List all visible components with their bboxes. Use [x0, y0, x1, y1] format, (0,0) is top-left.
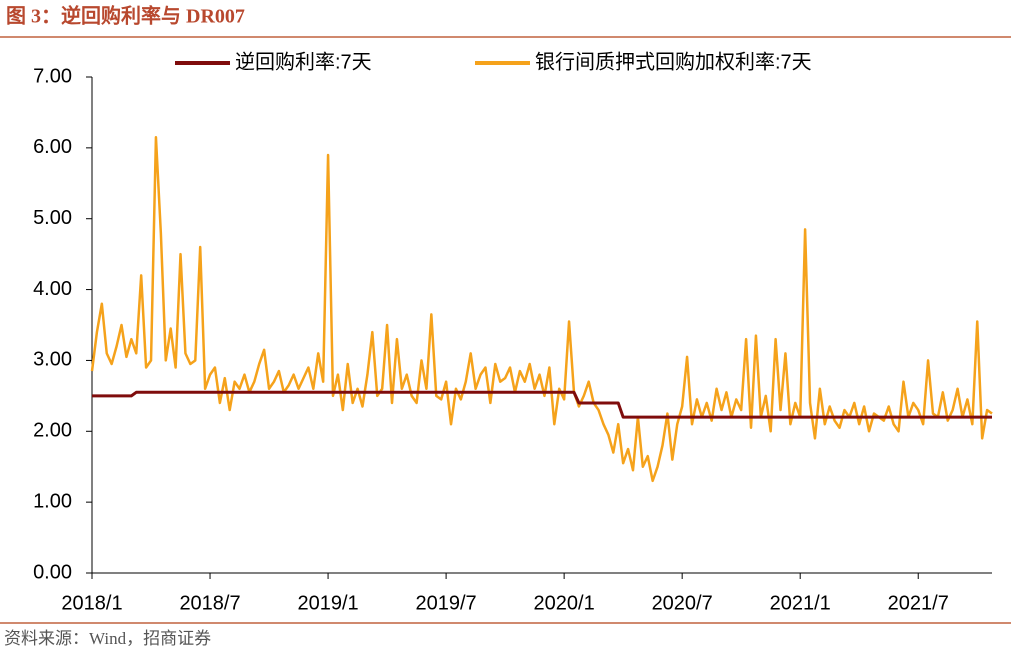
- y-tick-label: 3.00: [33, 349, 72, 371]
- x-tick-label: 2021/7: [888, 592, 949, 614]
- source: 资料来源：Wind，招商证券: [4, 629, 211, 648]
- x-tick-label: 2019/7: [416, 592, 477, 614]
- series-line: [92, 390, 992, 419]
- x-tick-label: 2018/7: [179, 592, 240, 614]
- y-tick-label: 4.00: [33, 278, 72, 300]
- y-tick-label: 2.00: [33, 420, 72, 442]
- y-tick-label: 1.00: [33, 490, 72, 512]
- series-line: [90, 135, 993, 483]
- chart-title: 图 3：逆回购利率与 DR007: [6, 4, 245, 28]
- x-tick-label: 2020/7: [652, 592, 713, 614]
- legend-label: 银行间质押式回购加权利率:7天: [535, 50, 812, 73]
- x-tick-label: 2018/1: [61, 592, 122, 614]
- legend-label: 逆回购利率:7天: [235, 50, 372, 73]
- x-tick-label: 2020/1: [534, 592, 595, 614]
- y-tick-label: 6.00: [33, 136, 72, 158]
- x-tick-label: 2019/1: [297, 592, 358, 614]
- y-tick-label: 7.00: [33, 65, 72, 87]
- y-tick-label: 5.00: [33, 207, 72, 229]
- y-tick-label: 0.00: [33, 561, 72, 583]
- x-tick-label: 2021/1: [770, 592, 831, 614]
